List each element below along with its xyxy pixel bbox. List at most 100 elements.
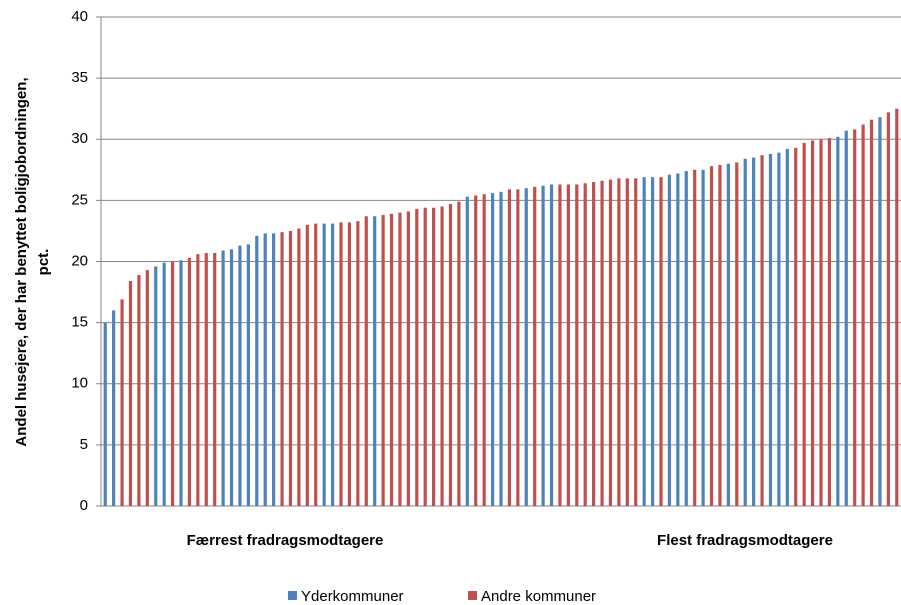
bar xyxy=(448,204,453,507)
bar xyxy=(170,261,175,506)
bar xyxy=(709,166,714,506)
bar xyxy=(608,179,613,506)
bar xyxy=(853,129,857,506)
bar xyxy=(575,184,579,507)
annotation: Færrest fradragsmodtagere xyxy=(187,532,384,549)
bar xyxy=(112,310,116,506)
bar xyxy=(221,250,225,506)
bar xyxy=(785,149,789,506)
bar xyxy=(735,162,739,507)
bar xyxy=(794,147,798,506)
bar xyxy=(490,193,495,507)
y-tick-label: 15 xyxy=(71,314,88,331)
bar xyxy=(179,260,183,506)
bar xyxy=(507,189,512,506)
bar xyxy=(381,215,385,507)
bar xyxy=(642,177,646,506)
bar xyxy=(895,108,899,506)
bar xyxy=(701,169,705,506)
bar xyxy=(760,155,764,506)
bar xyxy=(406,211,410,506)
bar xyxy=(364,216,368,506)
bar xyxy=(120,299,124,506)
y-tick-label: 25 xyxy=(71,191,88,208)
bar xyxy=(541,185,545,506)
bar xyxy=(886,112,890,506)
bar xyxy=(432,207,436,506)
bar xyxy=(280,232,284,506)
bar xyxy=(869,119,874,506)
bar xyxy=(600,180,604,506)
bar xyxy=(229,249,234,506)
legend-label: Andre kommuner xyxy=(481,588,596,605)
bar xyxy=(693,169,697,506)
bar xyxy=(566,184,570,507)
bar xyxy=(255,235,259,506)
bar xyxy=(482,194,486,506)
bar xyxy=(878,117,882,507)
bar xyxy=(650,177,655,506)
y-tick-label: 30 xyxy=(71,130,88,147)
bar xyxy=(103,322,107,506)
bar xyxy=(810,140,815,506)
y-tick-label: 5 xyxy=(80,436,88,453)
bar xyxy=(187,257,192,506)
y-tick-label: 10 xyxy=(71,375,88,392)
bar xyxy=(356,221,360,506)
bar xyxy=(726,163,730,506)
bar xyxy=(836,136,840,506)
legend-swatch xyxy=(288,591,297,600)
bar xyxy=(558,184,562,507)
bar xyxy=(457,201,461,506)
bar xyxy=(499,191,503,506)
bar xyxy=(676,173,680,507)
bar xyxy=(634,178,638,506)
bar xyxy=(204,252,208,506)
bar xyxy=(659,177,663,506)
legend-swatch xyxy=(468,591,477,600)
bar xyxy=(154,266,158,506)
bar xyxy=(272,233,276,506)
bar xyxy=(297,228,301,506)
y-tick-label: 0 xyxy=(80,497,88,514)
bar xyxy=(861,124,865,506)
bar xyxy=(196,254,200,506)
bar xyxy=(752,157,756,506)
bar xyxy=(533,186,537,507)
bar xyxy=(322,223,326,507)
annotation: Flest fradragsmodtagere xyxy=(657,532,833,549)
bar xyxy=(667,174,672,506)
bar xyxy=(415,208,419,506)
bar xyxy=(819,139,823,506)
bar xyxy=(128,281,133,506)
bar xyxy=(314,223,318,507)
bar xyxy=(305,224,309,506)
bar xyxy=(330,223,335,507)
legend-label: Yderkommuner xyxy=(301,588,404,605)
bar xyxy=(263,233,267,506)
bar xyxy=(162,262,166,506)
bar xyxy=(145,270,149,506)
bar xyxy=(592,182,596,506)
bar xyxy=(583,183,587,506)
bar xyxy=(827,138,832,506)
bar xyxy=(246,244,250,506)
bar xyxy=(617,178,621,506)
bar xyxy=(137,274,141,506)
bar xyxy=(718,164,722,507)
bar xyxy=(288,230,293,506)
y-tick-label: 35 xyxy=(71,69,88,86)
bar xyxy=(743,158,747,506)
bar xyxy=(549,184,554,507)
bar xyxy=(684,171,688,506)
bar xyxy=(213,252,217,506)
bar xyxy=(389,213,394,506)
bar xyxy=(844,130,848,506)
bar xyxy=(398,212,402,506)
y-axis-label: pct. xyxy=(35,249,52,276)
bar xyxy=(465,196,469,506)
bar xyxy=(524,188,528,506)
bar xyxy=(423,207,427,506)
y-axis-label: Andel husejere, der har benyttet boligjo… xyxy=(13,77,30,446)
